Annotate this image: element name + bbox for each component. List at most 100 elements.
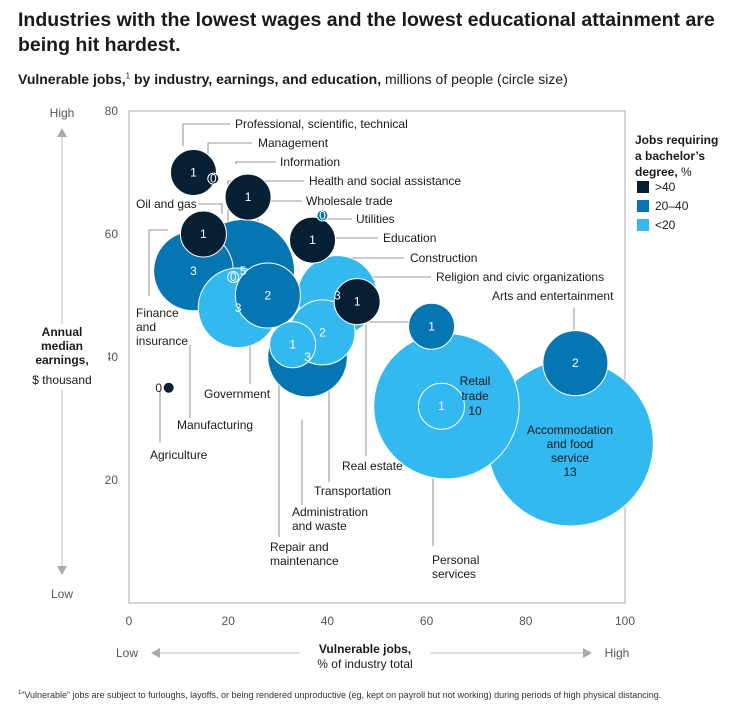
bubble-inline-label: Retail — [460, 374, 491, 388]
industry-label: Government — [204, 387, 271, 401]
industry-label: Education — [383, 231, 436, 245]
y-tick-label: 20 — [105, 473, 119, 487]
subtitle-footnote-marker: 1 — [125, 71, 131, 81]
industry-label: and waste — [292, 519, 347, 533]
bubble-repair-and-maintenance — [269, 321, 317, 369]
industry-label: Finance — [136, 306, 179, 320]
industry-label: Information — [280, 155, 340, 169]
industry-label: Professional, scientific, technical — [235, 117, 408, 131]
bubble-value: 0 — [155, 381, 162, 395]
x-axis-arrow-right — [583, 648, 592, 658]
bubble-inline-label: trade — [461, 389, 489, 403]
bubble-value: 0 — [230, 270, 237, 284]
legend-swatch-light — [637, 219, 649, 231]
leader-line — [198, 203, 223, 214]
leader-line — [235, 161, 276, 164]
x-axis-subtitle: % of industry total — [317, 657, 412, 671]
bubble-value: 1 — [289, 338, 296, 352]
bubble-education — [289, 216, 337, 264]
x-tick-label: 40 — [321, 614, 335, 628]
bubble-value: 0 — [210, 172, 217, 186]
industry-label: Utilities — [356, 212, 395, 226]
bubble-value: 1 — [200, 227, 207, 241]
legend-swatch-dark — [637, 181, 649, 193]
bubble-value: 1 — [190, 166, 197, 180]
x-tick-label: 80 — [519, 614, 533, 628]
bubble-value: 1 — [354, 295, 361, 309]
industry-label: maintenance — [270, 554, 339, 568]
y-axis-title-backdrop — [18, 324, 108, 390]
bubble-government — [234, 262, 301, 329]
legend-title-line: a bachelor’s — [635, 149, 705, 163]
legend-swatch-mid — [637, 200, 649, 212]
bubble-value: 10 — [468, 404, 482, 418]
footnote-text: “Vulnerable” jobs are subject to furloug… — [21, 690, 662, 700]
bubble-value: 3 — [190, 264, 197, 278]
bubble-value: 1 — [428, 319, 435, 333]
bubble-value: 2 — [572, 356, 579, 370]
bubble-value: 2 — [265, 289, 272, 303]
x-axis-high-label: High — [605, 646, 630, 660]
subtitle-bold-2: by industry, earnings, and education, — [130, 71, 382, 87]
industry-label: services — [432, 567, 476, 581]
bubble-inline-label: and food — [547, 437, 594, 451]
legend-label-mid: 20–40 — [655, 199, 689, 213]
y-axis-title-line: Annual — [42, 325, 83, 339]
footnote-marker: 1 — [18, 690, 22, 696]
industry-label: Personal — [432, 553, 479, 567]
y-axis-title-line: median — [41, 339, 83, 353]
bubble-value: 3 — [304, 350, 311, 364]
industry-label: Oil and gas — [136, 197, 197, 211]
industry-label: Administration — [292, 505, 368, 519]
bubble-value: 1 — [245, 190, 252, 204]
bubble-value: 2 — [319, 325, 326, 339]
footnote: 1“Vulnerable” jobs are subject to furlou… — [18, 690, 661, 700]
leader-line — [369, 276, 431, 294]
y-axis-unit: $ thousand — [32, 373, 91, 387]
y-axis-high-label: High — [50, 106, 75, 120]
bubble-value: 13 — [563, 465, 577, 479]
legend-label-light: <20 — [655, 218, 676, 232]
industry-label: Wholesale trade — [306, 194, 393, 208]
y-tick-label: 80 — [105, 104, 119, 118]
x-tick-label: 100 — [615, 614, 635, 628]
bubble-value: 3 — [334, 289, 341, 303]
plot-frame — [128, 110, 626, 604]
subtitle-rest: millions of people (circle size) — [381, 71, 568, 87]
bubble-inline-label: Accommodation — [527, 423, 613, 437]
y-axis-title-line: earnings, — [35, 353, 88, 367]
bubble-management — [207, 172, 220, 185]
leader-line — [182, 123, 230, 146]
bubble-information — [224, 173, 272, 221]
industry-label: Arts and entertainment — [492, 289, 614, 303]
industry-label: Health and social assistance — [309, 174, 461, 188]
industry-label: Religion and civic organizations — [436, 270, 604, 284]
industry-label: Repair and — [270, 540, 329, 554]
x-axis-title: Vulnerable jobs, — [319, 642, 411, 656]
legend-label-dark: >40 — [655, 180, 676, 194]
x-tick-label: 20 — [222, 614, 236, 628]
bubble-agriculture — [162, 381, 175, 394]
x-axis-arrow-left — [151, 648, 160, 658]
bubble-oil-and-gas — [179, 210, 227, 258]
leader-line — [148, 229, 168, 296]
legend-title-line: Jobs requiring — [635, 133, 718, 147]
legend-title-unit: % — [678, 165, 692, 179]
industry-label: Management — [258, 136, 329, 150]
industry-label: Transportation — [314, 484, 391, 498]
y-tick-label: 60 — [105, 227, 119, 241]
bubble-arts-and-entertainment — [542, 330, 609, 397]
bubble-religion-and-civic-organizations — [333, 278, 381, 326]
bubble-value: 1 — [438, 399, 445, 413]
y-tick-label: 40 — [105, 350, 119, 364]
industry-label: Real estate — [342, 459, 403, 473]
subtitle-bold: Vulnerable jobs, — [18, 71, 126, 87]
bubble-utilities — [316, 209, 329, 222]
chart-title: Industries with the lowest wages and the… — [18, 9, 715, 56]
industry-label: Manufacturing — [177, 418, 253, 432]
bubble-professional-scientific-technical — [169, 149, 217, 196]
bubble-real-estate — [408, 302, 456, 350]
x-axis-low-label: Low — [116, 646, 138, 660]
y-axis-low-label: Low — [51, 587, 73, 601]
